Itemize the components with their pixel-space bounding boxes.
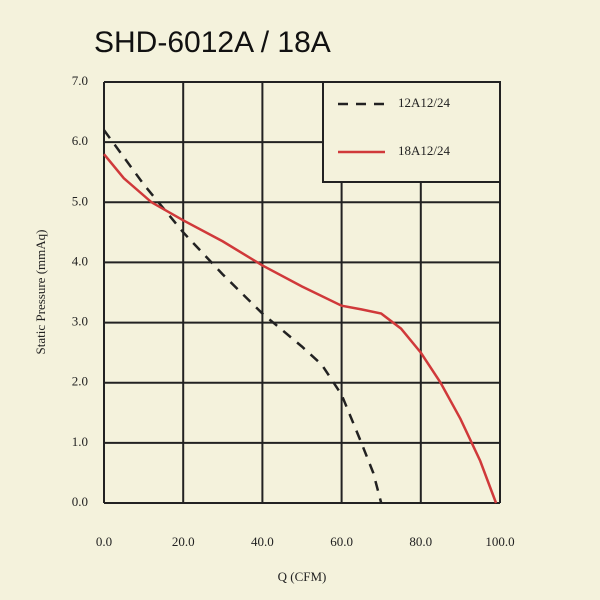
y-tick-label: 7.0 bbox=[72, 73, 88, 88]
y-tick-label: 6.0 bbox=[72, 133, 88, 148]
y-tick-label: 5.0 bbox=[72, 193, 88, 208]
y-tick-label: 4.0 bbox=[72, 253, 88, 268]
legend-box bbox=[322, 81, 501, 183]
x-tick-label: 20.0 bbox=[172, 534, 195, 549]
x-tick-label: 40.0 bbox=[251, 534, 274, 549]
y-tick-label: 3.0 bbox=[72, 314, 88, 329]
y-axis-label: Static Pressure (mmAq) bbox=[33, 230, 48, 355]
y-tick-label: 2.0 bbox=[72, 374, 88, 389]
y-tick-label: 1.0 bbox=[72, 434, 88, 449]
series-line bbox=[102, 129, 383, 504]
chart-title: SHD-6012A / 18A bbox=[94, 26, 331, 59]
x-axis-label: Q (CFM) bbox=[278, 569, 327, 584]
legend-label: 12A12/24 bbox=[398, 95, 451, 110]
series-line bbox=[103, 153, 498, 504]
x-tick-label: 0.0 bbox=[96, 534, 112, 549]
legend-label: 18A12/24 bbox=[398, 143, 451, 158]
x-tick-label: 100.0 bbox=[485, 534, 514, 549]
y-tick-label: 0.0 bbox=[72, 494, 88, 509]
x-tick-label: 80.0 bbox=[409, 534, 432, 549]
x-tick-label: 60.0 bbox=[330, 534, 353, 549]
